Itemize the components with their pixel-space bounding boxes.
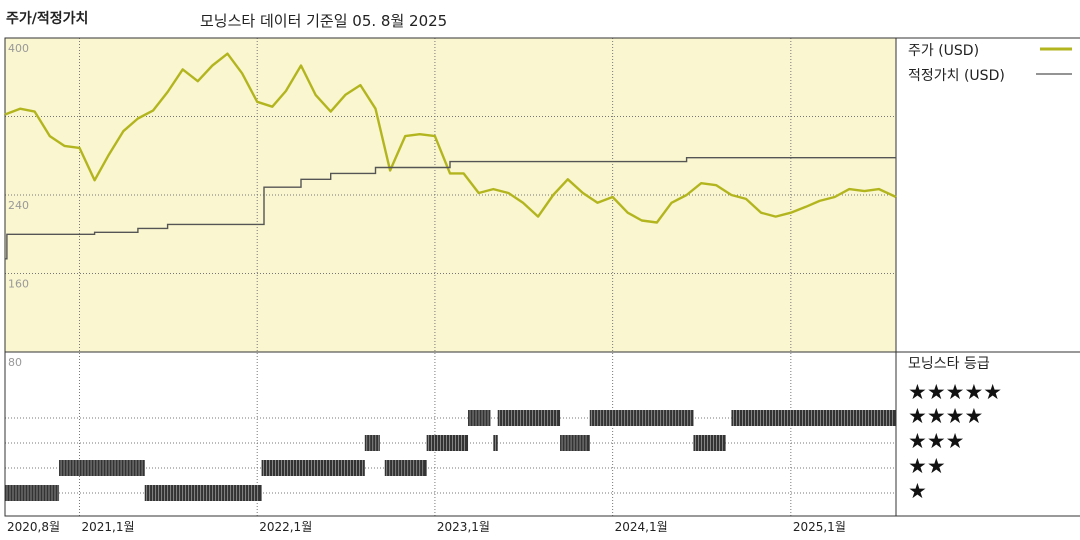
x-tick-label: 2022,1월	[259, 520, 312, 534]
legend: 주가 (USD) 적정가치 (USD) 모닝스타 등급 ★★★★★ ★★★★ ★…	[908, 43, 1072, 503]
plot-border	[4, 37, 897, 517]
y-tick-label: 240	[8, 199, 29, 212]
plot-background	[5, 38, 896, 352]
legend-price-label: 주가 (USD)	[908, 43, 979, 59]
x-tick-label: 2023,1월	[437, 520, 490, 534]
rating-bar	[426, 435, 469, 451]
rating-3-stars: ★★★	[908, 429, 964, 453]
rating-5-stars: ★★★★★	[908, 380, 1002, 404]
rating-1-star: ★	[908, 479, 927, 503]
rating-bar	[364, 435, 380, 451]
rating-bar	[5, 485, 60, 501]
price-line	[4, 52, 897, 224]
rating-2-stars: ★★	[908, 454, 946, 478]
x-tick-labels: 2020,8월 2021,1월 2022,1월 2023,1월 2024,1월 2025,…	[7, 520, 846, 534]
rating-bar	[384, 460, 427, 476]
rating-bars	[5, 410, 896, 501]
rating-title: 모닝스타 등급	[908, 356, 990, 372]
fair-value-line	[5, 157, 896, 260]
rating-4-stars: ★★★★	[908, 404, 983, 428]
x-tick-label: 2020,8월	[7, 520, 60, 534]
chart-title: 주가/적정가치	[6, 11, 89, 27]
series-lines	[4, 52, 897, 260]
legend-fair-label: 적정가치 (USD)	[908, 68, 1005, 84]
x-tick-label: 2024,1월	[615, 520, 668, 534]
rating-bar	[589, 410, 694, 426]
y-tick-label: 400	[8, 42, 29, 55]
rating-bar	[59, 460, 145, 476]
y-tick-label: 160	[8, 278, 29, 291]
rating-bar	[144, 485, 262, 501]
x-tick-label: 2021,1월	[81, 520, 134, 534]
y-tick-label: 80	[8, 356, 22, 369]
x-tick-label: 2025,1월	[793, 520, 846, 534]
y-tick-labels: 80 160 240 400	[8, 42, 29, 369]
rating-bar	[261, 460, 365, 476]
chart-frame	[4, 37, 1080, 517]
data-date-subtitle: 모닝스타 데이터 기준일 05. 8월 2025	[200, 12, 448, 30]
rating-bar	[560, 435, 590, 451]
